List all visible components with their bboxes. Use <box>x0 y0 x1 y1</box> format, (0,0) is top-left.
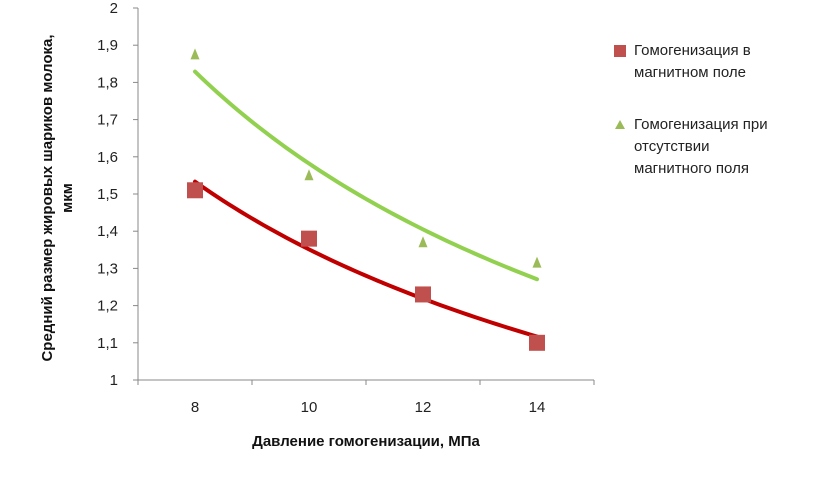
y-axis-title: Средний размер жировых шариков молока, м… <box>39 34 76 361</box>
legend-label-line: магнитного поля <box>634 160 749 177</box>
data-point-square <box>301 230 317 247</box>
legend-label-line: Гомогенизация в <box>634 42 751 59</box>
y-tick-label: 1 <box>110 372 118 389</box>
legend-item-magnetic: Гомогенизация в магнитном поле <box>612 40 837 84</box>
y-tick-label: 1,9 <box>97 37 118 54</box>
tick-labels: 1 1,1 1,2 1,3 1,4 1,5 1,6 1,7 1,8 1,9 2 8 10 12 14 <box>97 0 545 416</box>
trend-line-series-2 <box>193 69 539 282</box>
y-tick-label: 1,7 <box>97 112 118 129</box>
chart-axes <box>133 7 595 385</box>
y-tick-label: 1,1 <box>97 335 118 352</box>
data-point-triangle <box>190 48 200 60</box>
triangle-marker-icon <box>615 120 625 129</box>
data-point-square <box>529 334 545 351</box>
data-points <box>187 48 545 351</box>
y-axis-title-line-1: Средний размер жировых шариков молока, <box>39 34 56 361</box>
y-tick-label: 1,4 <box>97 223 118 240</box>
x-tick-label: 12 <box>415 399 432 416</box>
data-point-triangle <box>304 169 314 181</box>
x-tick-label: 14 <box>529 399 546 416</box>
trend-line-series-1 <box>193 179 539 339</box>
legend-label-line: магнитном поле <box>634 64 746 81</box>
y-tick-label: 1,8 <box>97 74 118 91</box>
x-tick-label: 10 <box>301 399 318 416</box>
data-point-triangle <box>418 236 428 248</box>
legend-item-no-magnetic: Гомогенизация при отсутствии магнитного … <box>612 114 837 180</box>
legend: Гомогенизация в магнитном поле Гомогениз… <box>612 40 837 180</box>
data-point-square <box>415 286 431 303</box>
data-point-triangle <box>532 256 542 268</box>
y-tick-label: 1,3 <box>97 260 118 277</box>
x-tick-label: 8 <box>191 399 199 416</box>
legend-label-line: отсутствии <box>634 138 710 155</box>
y-tick-label: 1,5 <box>97 186 118 203</box>
legend-label-line: Гомогенизация при <box>634 116 768 133</box>
square-marker-icon <box>614 45 626 57</box>
y-tick-label: 2 <box>110 0 118 17</box>
data-point-square <box>187 182 203 199</box>
y-tick-label: 1,2 <box>97 298 118 315</box>
y-axis-title-line-2: мкм <box>59 183 76 213</box>
trend-lines <box>193 69 539 339</box>
y-tick-label: 1,6 <box>97 149 118 166</box>
x-axis-title: Давление гомогенизации, МПа <box>252 433 480 450</box>
